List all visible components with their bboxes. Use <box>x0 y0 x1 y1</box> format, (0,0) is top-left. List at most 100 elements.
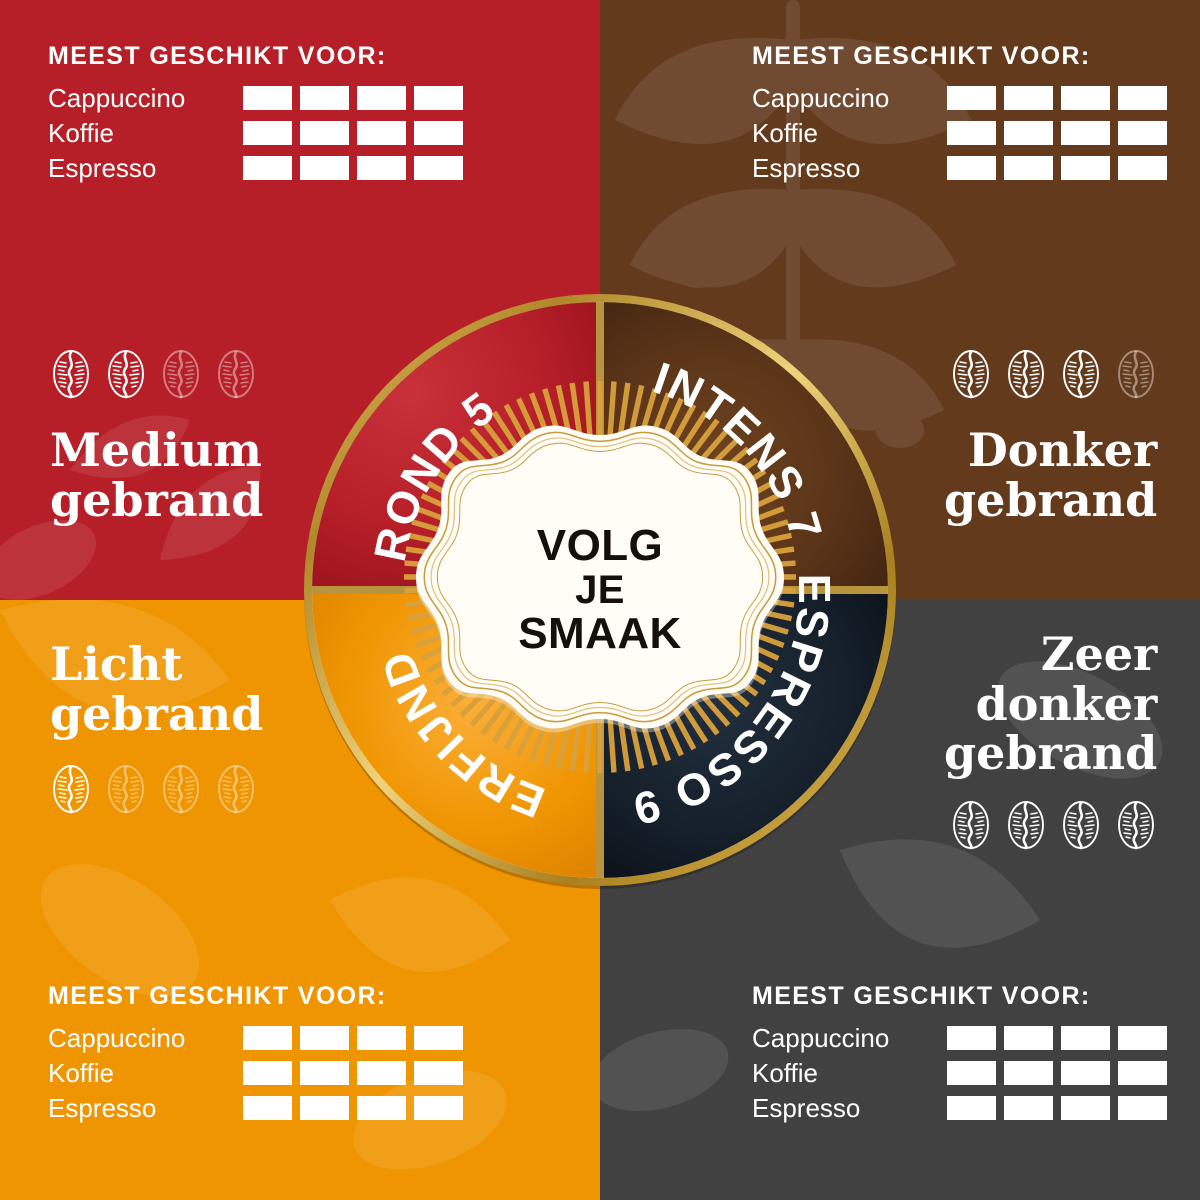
suitability-row-label: Espresso <box>48 1092 157 1123</box>
bean-rating <box>50 348 263 400</box>
suitability-title: MEEST GESCHIKT VOOR: <box>752 982 1091 1010</box>
suitability-block-zeer-donker: MEEST GESCHIKT VOOR: Cappuccino Koffie Esp… <box>752 982 1167 1125</box>
suitability-rating-boxes <box>947 1025 1167 1050</box>
rating-box-filled <box>300 1095 349 1120</box>
suitability-rating-boxes <box>243 1095 463 1120</box>
rating-box-empty <box>357 1095 406 1120</box>
rating-box-filled <box>1061 1060 1110 1085</box>
suitability-title: MEEST GESCHIKT VOOR: <box>48 42 387 70</box>
rating-box-filled <box>300 120 349 145</box>
roast-label: Donker gebrand <box>944 423 1158 527</box>
rating-box-filled <box>1118 1025 1167 1050</box>
suitability-block-donker: MEEST GESCHIKT VOOR: Cappuccino Koffie Esp… <box>752 42 1167 185</box>
rating-box-empty <box>414 85 463 110</box>
suitability-row-label: Koffie <box>48 1057 115 1088</box>
roast-label: Licht gebrand <box>50 637 264 741</box>
rating-box-filled <box>243 1060 292 1085</box>
rating-box-filled <box>947 120 996 145</box>
rating-box-filled <box>1061 120 1110 145</box>
rating-box-filled <box>1061 155 1110 180</box>
rating-box-filled <box>243 1095 292 1120</box>
rating-box-filled <box>243 155 292 180</box>
suitability-row: Cappuccino <box>752 1020 1167 1055</box>
suitability-rating-boxes <box>947 1095 1167 1120</box>
roast-label: Medium gebrand <box>50 423 264 527</box>
suitability-title: MEEST GESCHIKT VOOR: <box>48 982 387 1010</box>
rating-box-filled <box>1061 1025 1110 1050</box>
suitability-row: Koffie <box>48 115 463 150</box>
rating-box-filled <box>300 1025 349 1050</box>
rating-box-filled <box>1004 1095 1053 1120</box>
rating-box-filled <box>357 1060 406 1085</box>
rating-box-filled <box>1118 155 1167 180</box>
rating-box-filled <box>1004 85 1053 110</box>
suitability-row-label: Koffie <box>48 117 115 148</box>
rating-box-filled <box>1004 1060 1053 1085</box>
coffee-bean-icon-dimmed <box>160 348 202 400</box>
rating-box-filled <box>243 85 292 110</box>
roast-block-zeer-donker: Zeer donker gebrand <box>944 627 1158 851</box>
rating-box-empty <box>357 1025 406 1050</box>
rating-box-empty <box>357 155 406 180</box>
flavour-wheel[interactable]: ROND 5 INTENS 7 VERFIJND 3 ESPRESSO 9 VO… <box>295 285 905 895</box>
bean-rating <box>50 763 263 815</box>
suitability-row-label: Cappuccino <box>48 82 186 113</box>
rating-box-empty <box>1118 1060 1167 1085</box>
suitability-title: MEEST GESCHIKT VOOR: <box>752 42 1091 70</box>
suitability-row: Cappuccino <box>48 1020 463 1055</box>
suitability-rating-boxes <box>947 155 1167 180</box>
suitability-rating-boxes <box>947 85 1167 110</box>
rating-box-filled <box>947 155 996 180</box>
suitability-rating-boxes <box>243 85 463 110</box>
suitability-row: Espresso <box>48 150 463 185</box>
coffee-bean-icon-filled <box>950 799 992 851</box>
coffee-bean-icon-dimmed <box>105 763 147 815</box>
rating-box-filled <box>414 1060 463 1085</box>
roast-block-medium: Medium gebrand <box>50 348 263 525</box>
rating-box-filled <box>947 85 996 110</box>
roast-block-donker: Donker gebrand <box>944 348 1157 525</box>
suitability-row-label: Koffie <box>752 117 819 148</box>
coffee-bean-icon-dimmed <box>160 763 202 815</box>
suitability-row: Espresso <box>752 150 1167 185</box>
suitability-block-licht: MEEST GESCHIKT VOOR: Cappuccino Koffie Esp… <box>48 982 463 1125</box>
coffee-bean-icon-filled <box>50 348 92 400</box>
bean-rating <box>944 799 1157 851</box>
rating-box-empty <box>414 1025 463 1050</box>
leaf-pattern-icon <box>600 600 1200 1200</box>
coffee-bean-icon-filled <box>1005 799 1047 851</box>
rating-box-filled <box>947 1025 996 1050</box>
rating-box-empty <box>357 85 406 110</box>
suitability-rows: Cappuccino Koffie Espresso <box>48 1020 463 1125</box>
suitability-rating-boxes <box>243 1060 463 1085</box>
suitability-row-label: Espresso <box>48 152 157 183</box>
rating-box-filled <box>300 85 349 110</box>
suitability-row: Espresso <box>48 1090 463 1125</box>
suitability-rating-boxes <box>947 1060 1167 1085</box>
rating-box-filled <box>1004 155 1053 180</box>
rating-box-filled <box>1118 85 1167 110</box>
rating-box-filled <box>1061 85 1110 110</box>
coffee-bean-icon-filled <box>50 763 92 815</box>
bean-rating <box>944 348 1157 400</box>
suitability-row-label: Koffie <box>752 1057 819 1088</box>
roast-label: Zeer donker gebrand <box>944 627 1158 781</box>
suitability-row: Koffie <box>752 115 1167 150</box>
rating-box-empty <box>414 155 463 180</box>
rating-box-filled <box>357 120 406 145</box>
suitability-rating-boxes <box>243 120 463 145</box>
suitability-rating-boxes <box>243 1025 463 1050</box>
rating-box-filled <box>243 120 292 145</box>
suitability-rating-boxes <box>947 120 1167 145</box>
coffee-bean-icon-filled <box>950 348 992 400</box>
suitability-row-label: Espresso <box>752 152 861 183</box>
coffee-bean-icon-filled <box>1060 799 1102 851</box>
suitability-row-label: Cappuccino <box>48 1022 186 1053</box>
suitability-row: Cappuccino <box>48 80 463 115</box>
rating-box-filled <box>1004 120 1053 145</box>
rating-box-empty <box>1118 120 1167 145</box>
roast-block-licht: Licht gebrand <box>50 637 264 815</box>
coffee-bean-icon-filled <box>1060 348 1102 400</box>
suitability-rows: Cappuccino Koffie Espresso <box>752 1020 1167 1125</box>
